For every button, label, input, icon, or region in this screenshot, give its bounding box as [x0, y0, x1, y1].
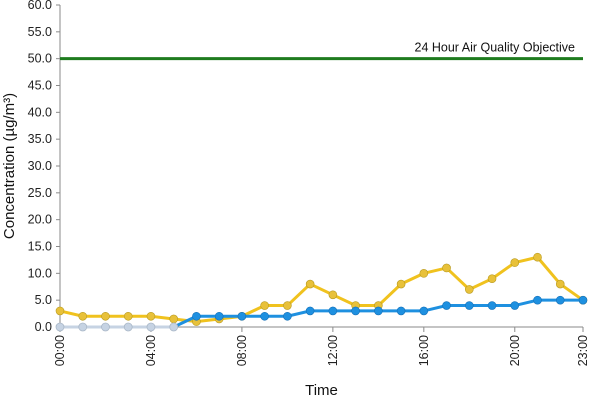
x-tick-label: 20:00 [508, 335, 522, 366]
data-point [55, 306, 65, 316]
data-point [487, 301, 497, 310]
series-layer [55, 252, 588, 332]
y-tick-label: 30.0 [28, 159, 52, 173]
x-axis-title: Time [305, 382, 338, 399]
data-point [169, 314, 178, 324]
y-tick-label: 60.0 [28, 0, 52, 12]
y-tick-label: 10.0 [28, 266, 52, 280]
data-point [419, 269, 429, 278]
data-point [305, 306, 315, 316]
data-point [146, 311, 156, 321]
data-point [123, 322, 133, 332]
x-tick-label: 04:00 [144, 335, 158, 366]
y-tick-label: 50.0 [28, 52, 52, 66]
data-point [328, 290, 338, 300]
x-tick-label: 12:00 [326, 335, 340, 366]
y-axis-ticks: 0.0 5.0 10.0 15.0 20.0 25.0 30.0 35.0 40.0 45.0 50… [28, 0, 60, 334]
reference-line-label: 24 Hour Air Quality Objective [415, 41, 576, 55]
data-point [283, 311, 292, 321]
data-point [555, 295, 565, 305]
data-point [442, 263, 451, 273]
data-point [260, 311, 269, 321]
y-tick-label: 45.0 [28, 79, 52, 93]
y-tick-label: 35.0 [28, 132, 52, 146]
y-tick-label: 40.0 [28, 105, 52, 119]
data-point [55, 322, 65, 332]
data-point [78, 311, 88, 321]
data-point [260, 301, 269, 310]
data-point [123, 311, 133, 321]
data-point [396, 306, 406, 316]
y-tick-label: 0.0 [35, 320, 52, 334]
data-point [78, 322, 88, 332]
data-point [578, 295, 588, 305]
series-1 [55, 295, 588, 332]
series-0 [55, 252, 588, 326]
x-tick-label: 08:00 [235, 335, 249, 366]
data-point [283, 301, 292, 310]
y-tick-label: 20.0 [28, 213, 52, 227]
data-point [442, 301, 451, 310]
data-point [101, 322, 110, 332]
data-point [305, 279, 315, 289]
data-point [396, 279, 406, 289]
data-point [146, 322, 156, 332]
x-tick-label: 00:00 [53, 335, 67, 366]
data-point [192, 311, 201, 321]
data-point [101, 311, 110, 321]
y-axis-title: Concentration (µg/m³) [1, 93, 18, 239]
data-point [510, 301, 520, 310]
y-tick-label: 5.0 [35, 293, 52, 307]
data-point [510, 258, 520, 267]
x-axis-ticks: 00:00 04:00 08:00 12:00 16:00 20:00 23:00 [53, 327, 590, 366]
x-tick-label: 16:00 [417, 335, 431, 366]
data-point [533, 295, 542, 305]
data-point [533, 252, 542, 262]
data-point [214, 311, 224, 321]
data-point [237, 311, 247, 321]
y-tick-label: 55.0 [28, 25, 52, 39]
data-point [465, 285, 474, 294]
data-point [328, 306, 338, 316]
data-point [487, 274, 497, 284]
data-point [169, 322, 179, 332]
y-tick-label: 15.0 [28, 240, 52, 254]
y-tick-label: 25.0 [28, 186, 52, 200]
data-point [419, 306, 429, 316]
data-point [374, 306, 383, 316]
x-tick-label: 23:00 [576, 335, 590, 366]
data-point [351, 306, 360, 316]
data-point [555, 279, 565, 289]
data-point [465, 301, 474, 310]
